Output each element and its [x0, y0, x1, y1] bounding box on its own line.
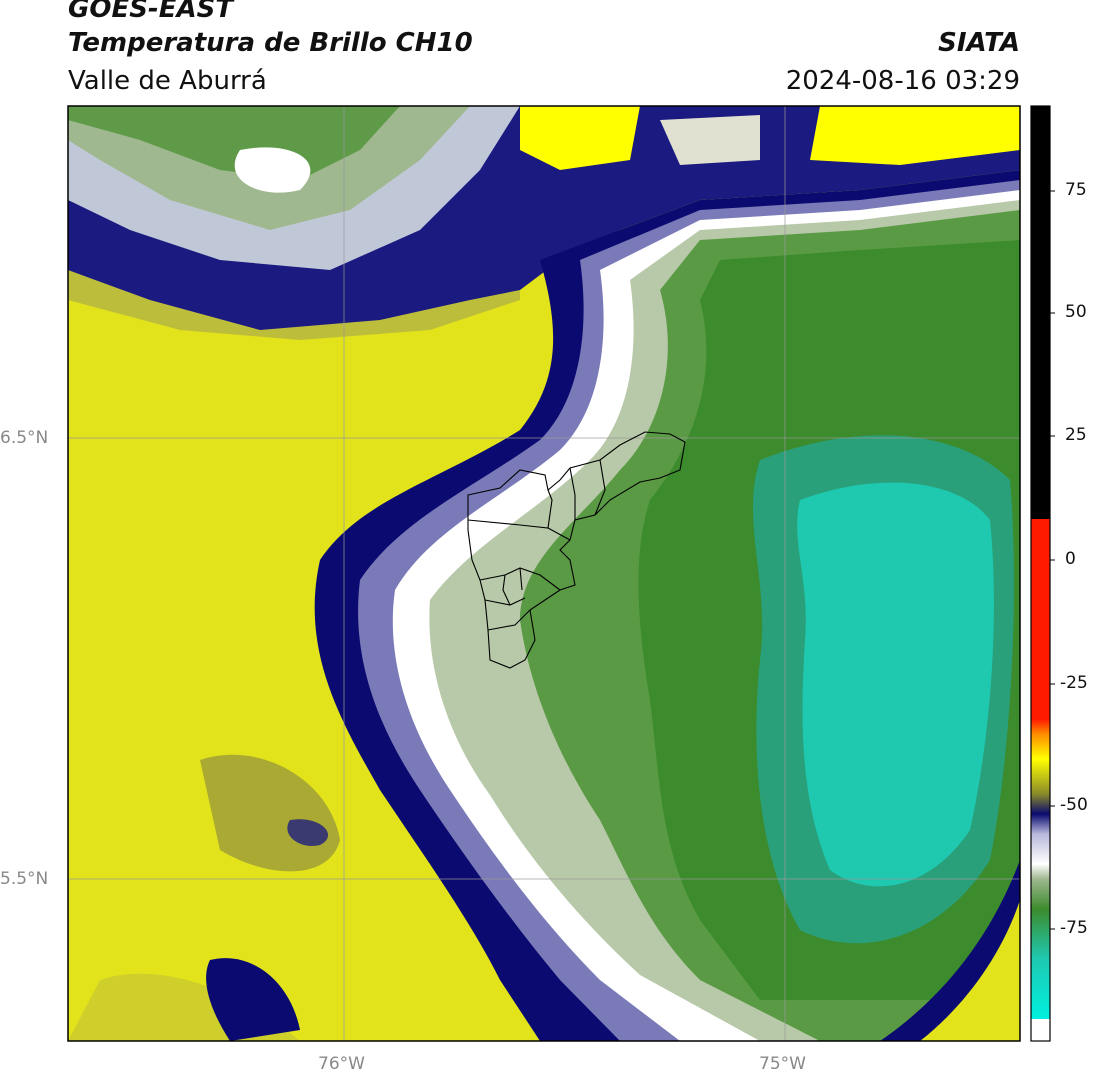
- map-frame: [67, 105, 1021, 1042]
- region-subtitle: Valle de Aburrá: [68, 66, 267, 96]
- colorbar-tick-label: -75: [1060, 918, 1088, 938]
- colorbar-tick-label: 0: [1065, 549, 1076, 569]
- colorbar-tick-label: -25: [1060, 673, 1088, 693]
- municipality-boundaries: [467, 431, 686, 669]
- brightness-temperature-map: [68, 106, 1020, 1041]
- colorbar-tick-label: 75: [1065, 180, 1087, 200]
- lon-tick-label: 75°W: [759, 1054, 806, 1074]
- colorbar-tick-label: 50: [1065, 302, 1087, 322]
- colorbar: [1030, 105, 1055, 1042]
- agency-label: SIATA: [938, 28, 1020, 58]
- colorbar-tick-label: 25: [1065, 425, 1087, 445]
- datetime-label: 2024-08-16 03:29: [785, 66, 1020, 96]
- product-title: Temperatura de Brillo CH10: [68, 28, 473, 58]
- satellite-title: GOES-EAST: [68, 0, 234, 24]
- colorbar-tick-label: -50: [1060, 795, 1088, 815]
- lat-tick-label: 6.5°N: [0, 428, 49, 448]
- lon-tick-label: 76°W: [318, 1054, 365, 1074]
- lat-tick-label: 5.5°N: [0, 869, 49, 889]
